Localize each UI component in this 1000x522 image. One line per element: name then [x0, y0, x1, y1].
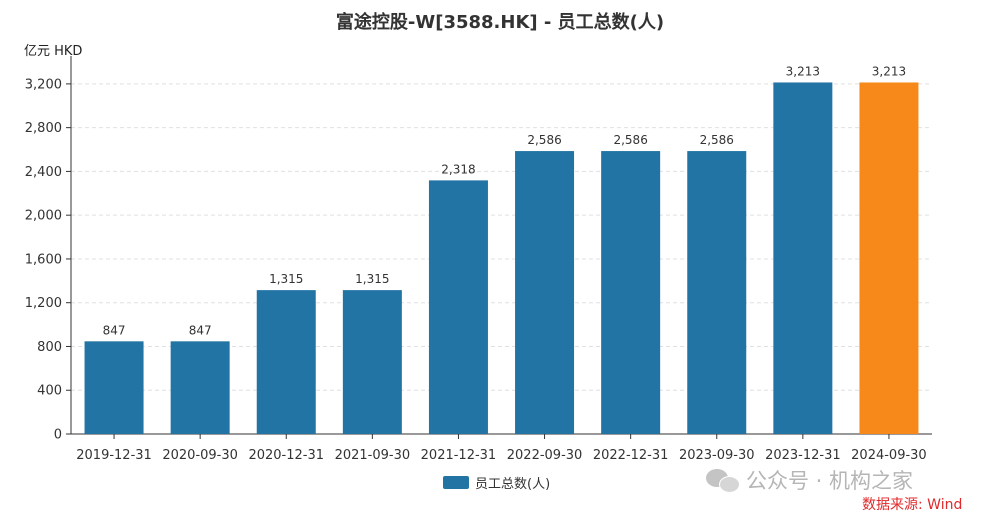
- y-tick-label: 2,800: [25, 121, 62, 136]
- x-tick-label: 2022-12-31: [593, 448, 669, 463]
- x-tick-label: 2021-12-31: [421, 448, 497, 463]
- watermark-text: 公众号 · 机构之家: [746, 469, 914, 493]
- wechat-icon: [706, 467, 740, 493]
- bar: [84, 341, 144, 434]
- y-tick-label: 2,400: [25, 165, 62, 180]
- y-tick-label: 3,200: [25, 77, 62, 92]
- data-label: 2,586: [700, 133, 734, 147]
- x-tick-label: 2020-09-30: [162, 448, 238, 463]
- y-tick-label: 800: [37, 340, 62, 355]
- y-tick-label: 0: [54, 428, 62, 443]
- x-tick-label: 2023-09-30: [679, 448, 755, 463]
- data-label: 2,586: [527, 133, 561, 147]
- data-label: 1,315: [269, 272, 303, 286]
- chart-title: 富途控股-W[3588.HK] - 员工总数(人): [335, 12, 665, 33]
- legend[interactable]: 员工总数(人): [443, 473, 550, 492]
- data-label: 847: [103, 323, 126, 337]
- data-label: 3,213: [872, 64, 906, 78]
- y-tick-label: 1,600: [25, 252, 62, 267]
- x-tick-label: 2021-09-30: [335, 448, 411, 463]
- bar: [342, 290, 402, 434]
- x-tick-label: 2020-12-31: [248, 448, 324, 463]
- y-tick-label: 400: [37, 384, 62, 399]
- y-tick-label: 1,200: [25, 296, 62, 311]
- bar: [170, 341, 230, 434]
- data-label: 1,315: [355, 272, 389, 286]
- data-label: 2,586: [613, 133, 647, 147]
- bar: [773, 82, 833, 435]
- x-tick-label: 2019-12-31: [76, 448, 152, 463]
- bar: [428, 180, 488, 434]
- bar: [687, 151, 747, 435]
- bar: [515, 151, 575, 435]
- source-note: 数据来源: Wind: [862, 497, 963, 513]
- legend-label: 员工总数(人): [475, 477, 551, 492]
- legend-swatch: [443, 476, 469, 489]
- y-tick-label: 2,000: [25, 209, 62, 224]
- bar: [601, 151, 661, 435]
- bar: [256, 290, 316, 434]
- bar: [859, 82, 919, 435]
- data-label: 2,318: [441, 162, 475, 176]
- x-tick-label: 2023-12-31: [765, 448, 841, 463]
- y-axis-unit-label: 亿元 HKD: [24, 44, 83, 59]
- data-label: 3,213: [786, 64, 820, 78]
- x-tick-label: 2024-09-30: [851, 448, 927, 463]
- x-tick-label: 2022-09-30: [507, 448, 583, 463]
- data-label: 847: [189, 323, 212, 337]
- watermark: 公众号 · 机构之家: [706, 465, 913, 495]
